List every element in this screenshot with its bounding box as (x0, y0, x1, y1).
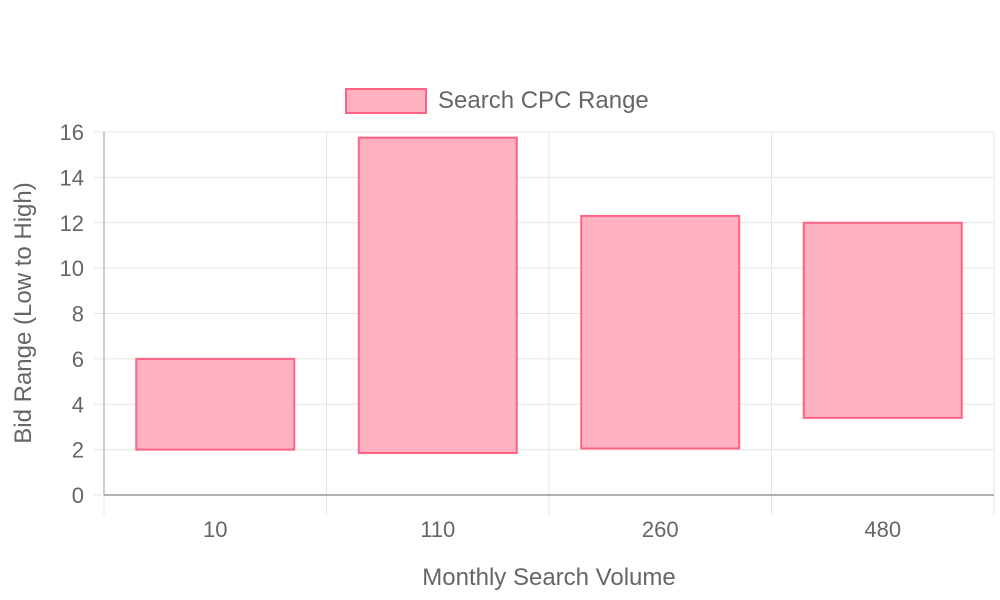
y-tick-label: 6 (72, 347, 84, 372)
y-tick-label: 2 (72, 438, 84, 463)
axes: 0 2 4 6 8 10 12 14 16 10 110 260 480 (60, 120, 995, 542)
x-tick-label: 10 (203, 517, 227, 542)
y-tick-label: 8 (72, 302, 84, 327)
x-tick-label: 260 (642, 517, 679, 542)
range-bar[interactable] (580, 214, 741, 450)
legend-swatch[interactable] (345, 88, 427, 114)
x-tick-label: 110 (420, 517, 455, 542)
bars (135, 136, 963, 455)
x-axis-title: Monthly Search Volume (422, 564, 675, 591)
legend-label: Search CPC Range (438, 87, 649, 114)
range-bar[interactable] (135, 357, 296, 451)
range-bar[interactable] (357, 136, 518, 455)
y-tick-label: 12 (60, 211, 84, 236)
y-tick-label: 0 (72, 483, 84, 508)
y-tick-label: 4 (72, 392, 84, 417)
y-tick-label: 16 (60, 120, 84, 145)
range-bar[interactable] (802, 221, 963, 419)
y-tick-label: 10 (60, 256, 84, 281)
legend[interactable]: Search CPC Range (345, 87, 649, 114)
x-tick-label: 480 (864, 517, 901, 542)
y-tick-label: 14 (60, 165, 84, 190)
y-axis-title: Bid Range (Low to High) (10, 182, 37, 443)
